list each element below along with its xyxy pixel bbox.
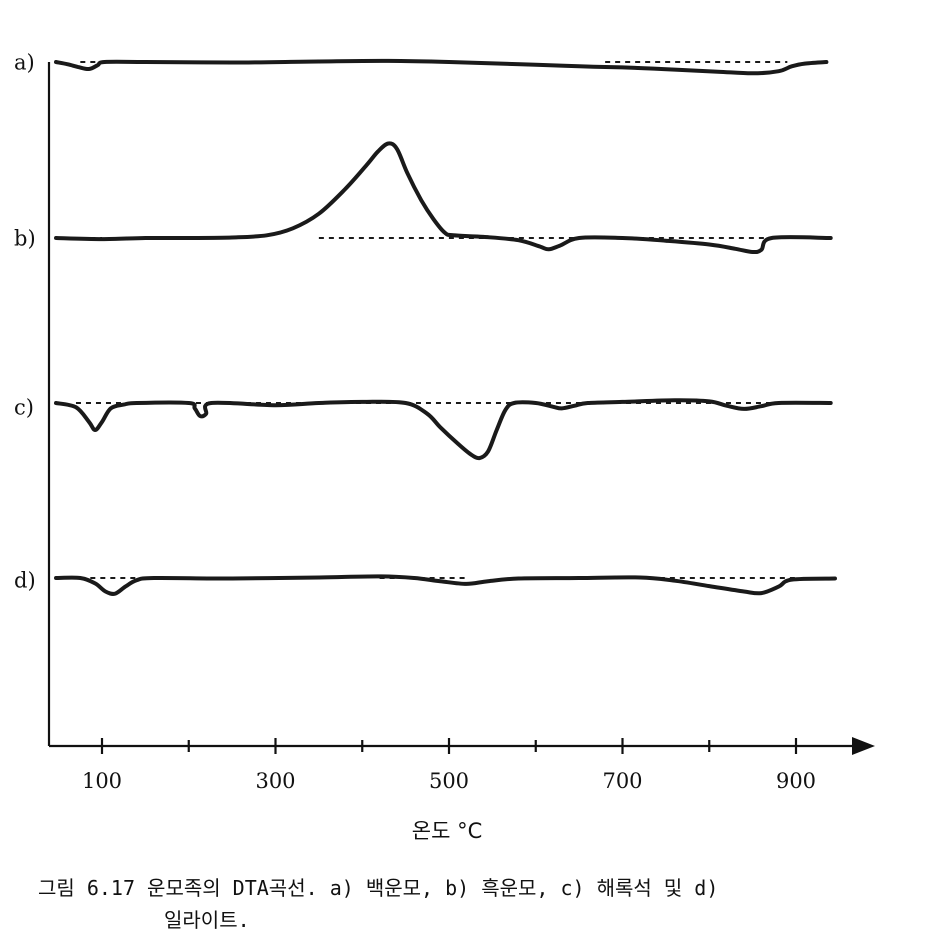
figure-caption: 그림 6.17 운모족의 DTA곡선. a) 백운모, b) 흑운모, c) 해… bbox=[38, 872, 918, 936]
x-tick-label-900: 900 bbox=[776, 769, 816, 793]
series-label-2: b) bbox=[14, 227, 36, 251]
dta-curve-2 bbox=[54, 141, 833, 255]
x-tick-label-700: 700 bbox=[602, 769, 642, 793]
caption-line-1: 그림 6.17 운모족의 DTA곡선. a) 백운모, b) 흑운모, c) 해… bbox=[38, 876, 719, 900]
x-tick-label-300: 300 bbox=[255, 769, 295, 793]
x-axis-arrow-icon bbox=[852, 737, 875, 755]
x-ticks: 100 300 500 700 900 bbox=[82, 738, 816, 793]
curves bbox=[54, 58, 837, 596]
dta-chart: 100 300 500 700 900 a) b) c) d) 온도 °C bbox=[14, 51, 875, 843]
x-tick-label-100: 100 bbox=[82, 769, 122, 793]
dta-curve-1 bbox=[54, 58, 829, 76]
series-labels: a) b) c) d) bbox=[14, 51, 36, 593]
series-label-3: c) bbox=[14, 396, 34, 420]
series-label-4: d) bbox=[14, 569, 36, 593]
dta-curve-3 bbox=[54, 398, 833, 461]
caption-line-2: 일라이트. bbox=[164, 908, 250, 932]
x-tick-label-500: 500 bbox=[429, 769, 469, 793]
dta-curve-4 bbox=[54, 574, 837, 596]
x-axis-label: 온도 °C bbox=[412, 819, 482, 843]
series-label-1: a) bbox=[14, 51, 35, 75]
baselines bbox=[75, 61, 831, 579]
